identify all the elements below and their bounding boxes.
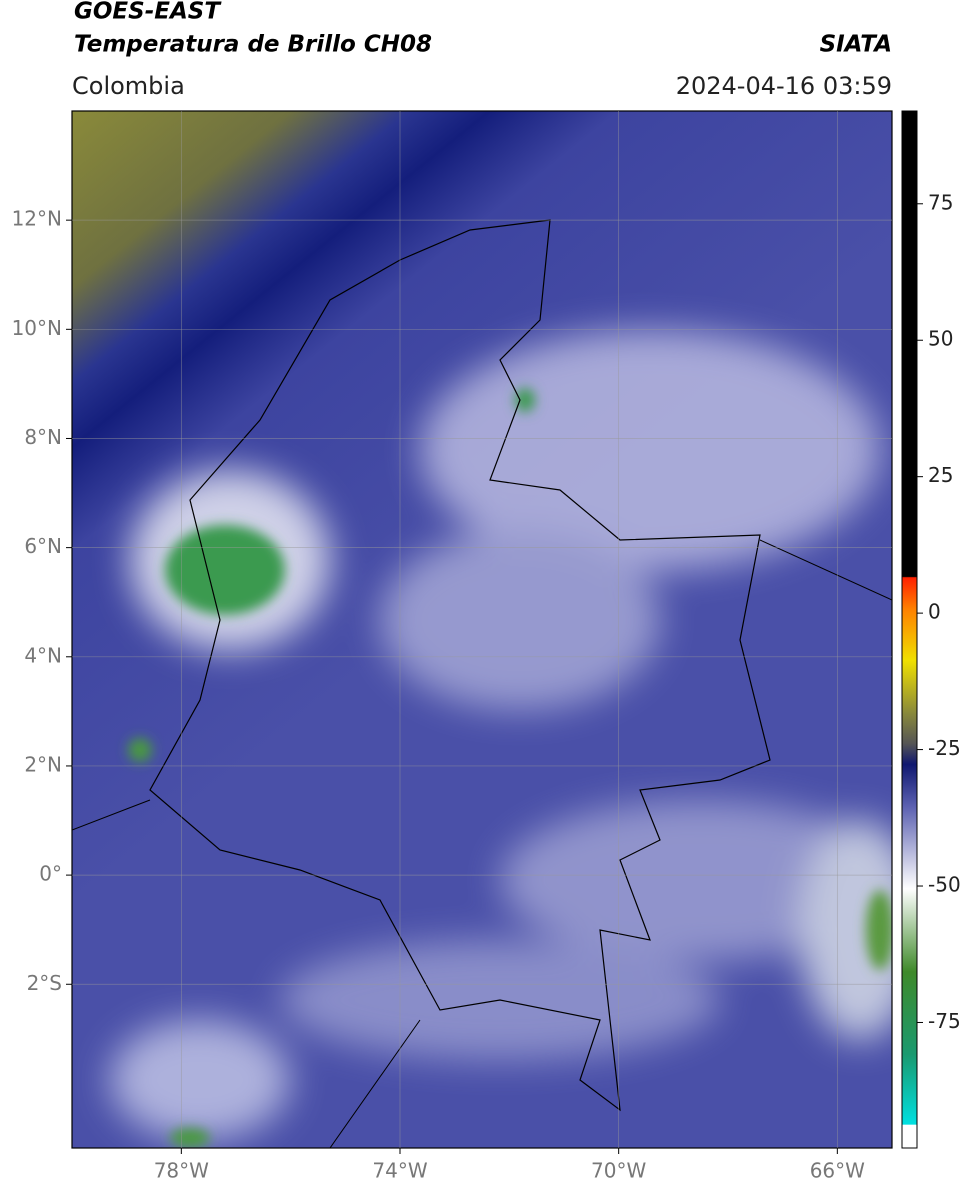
y-tick-label: 2°N: [24, 752, 62, 776]
x-tick-label: 70°W: [591, 1159, 646, 1183]
colorbar: [901, 110, 918, 1149]
x-tick-label: 66°W: [810, 1159, 865, 1183]
y-tick-label: 4°N: [24, 643, 62, 667]
y-tick-label: 0°: [39, 862, 62, 886]
y-tick-label: 12°N: [12, 207, 62, 231]
timestamp: 2024-04-16 03:59: [676, 72, 892, 100]
colorbar-tick-label: 75: [928, 190, 953, 214]
colorbar-tick-label: -25: [928, 736, 961, 760]
colorbar-tick-label: -50: [928, 873, 961, 897]
subtitle: Temperatura de Brillo CH08: [74, 32, 432, 58]
source: SIATA: [820, 32, 892, 58]
colorbar-tick-label: -75: [928, 1009, 961, 1033]
y-tick-label: 10°N: [12, 316, 62, 340]
region: Colombia: [72, 72, 185, 100]
y-tick-label: 6°N: [24, 534, 62, 558]
colorbar-tick-label: 25: [928, 463, 953, 487]
colorbar-tick-label: 0: [928, 600, 941, 624]
colorbar-tick-label: 50: [928, 327, 953, 351]
x-tick-label: 78°W: [154, 1159, 209, 1183]
x-tick-label: 74°W: [372, 1159, 427, 1183]
y-tick-label: 2°S: [27, 971, 62, 995]
title: GOES-EAST: [74, 0, 222, 25]
satellite-image: [72, 111, 892, 1148]
map-frame: [71, 110, 893, 1149]
y-tick-label: 8°N: [24, 425, 62, 449]
